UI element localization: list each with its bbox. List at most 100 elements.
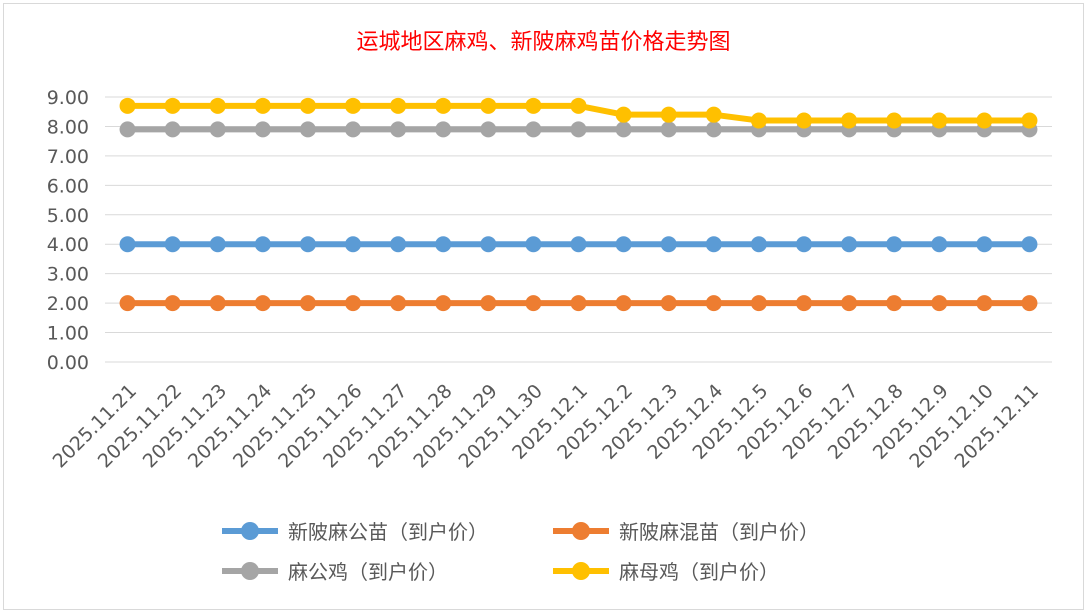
data-point [435, 121, 452, 138]
data-point [750, 112, 767, 129]
y-tick-label: 2.00 [47, 293, 89, 315]
legend-swatch [553, 561, 609, 580]
data-point [886, 236, 903, 253]
legend-label: 新陂麻混苗（到户价） [619, 520, 819, 544]
data-point [299, 97, 316, 114]
data-point [525, 236, 542, 253]
data-point [660, 236, 677, 253]
data-point [209, 295, 226, 312]
data-point [435, 97, 452, 114]
data-point [299, 295, 316, 312]
data-point [164, 295, 181, 312]
data-point [480, 121, 497, 138]
data-point [570, 121, 587, 138]
data-point [525, 97, 542, 114]
data-point [615, 106, 632, 123]
data-point [931, 112, 948, 129]
data-point [615, 121, 632, 138]
legend-item: 麻公鸡（到户价） [222, 556, 448, 585]
legend-label: 新陂麻公苗（到户价） [288, 520, 488, 544]
data-point [525, 295, 542, 312]
y-tick-label: 9.00 [47, 87, 89, 109]
y-tick-label: 5.00 [47, 205, 89, 227]
data-point [660, 106, 677, 123]
data-point [119, 295, 136, 312]
data-point [480, 295, 497, 312]
data-point [345, 121, 362, 138]
data-point [795, 112, 812, 129]
chart-title: 运城地区麻鸡、新陂麻鸡苗价格走势图 [356, 30, 731, 55]
data-point [570, 295, 587, 312]
y-tick-label: 4.00 [47, 234, 89, 256]
data-point [1021, 112, 1038, 129]
legend-label: 麻公鸡（到户价） [288, 560, 448, 584]
data-point [119, 97, 136, 114]
data-point [976, 112, 993, 129]
data-point [976, 236, 993, 253]
data-point [435, 295, 452, 312]
legend-label: 麻母鸡（到户价） [619, 560, 779, 584]
data-point [931, 295, 948, 312]
data-point [254, 97, 271, 114]
y-tick-label: 8.00 [47, 116, 89, 138]
data-point [119, 236, 136, 253]
data-point [345, 236, 362, 253]
data-point [119, 121, 136, 138]
legend-swatch [553, 521, 609, 540]
data-point [480, 97, 497, 114]
data-point [750, 295, 767, 312]
data-point [390, 236, 407, 253]
data-point [209, 97, 226, 114]
y-tick-label: 0.00 [47, 352, 89, 374]
data-point [795, 295, 812, 312]
data-point [750, 236, 767, 253]
data-point [615, 295, 632, 312]
y-tick-label: 7.00 [47, 146, 89, 168]
data-point [390, 295, 407, 312]
data-point [345, 295, 362, 312]
data-point [705, 295, 722, 312]
data-point [254, 121, 271, 138]
data-point [886, 295, 903, 312]
data-point [660, 121, 677, 138]
data-point [209, 121, 226, 138]
data-point [435, 236, 452, 253]
data-point [1021, 236, 1038, 253]
y-tick-label: 3.00 [47, 264, 89, 286]
data-point [1021, 295, 1038, 312]
legend-item: 新陂麻混苗（到户价） [553, 516, 819, 545]
data-point [525, 121, 542, 138]
legend-swatch [222, 521, 278, 540]
data-point [570, 236, 587, 253]
data-point [795, 236, 812, 253]
data-point [390, 97, 407, 114]
data-point [390, 121, 407, 138]
data-point [660, 295, 677, 312]
data-point [345, 97, 362, 114]
data-point [931, 236, 948, 253]
data-point [570, 97, 587, 114]
legend-item: 麻母鸡（到户价） [553, 556, 779, 585]
data-point [976, 295, 993, 312]
legend-item: 新陂麻公苗（到户价） [222, 516, 488, 545]
data-point [299, 236, 316, 253]
data-point [841, 112, 858, 129]
y-tick-label: 6.00 [47, 175, 89, 197]
data-point [841, 295, 858, 312]
data-point [254, 236, 271, 253]
data-point [209, 236, 226, 253]
data-point [886, 112, 903, 129]
data-point [480, 236, 497, 253]
data-point [705, 121, 722, 138]
data-point [705, 236, 722, 253]
data-point [299, 121, 316, 138]
data-point [164, 236, 181, 253]
legend-swatch [222, 561, 278, 580]
data-point [615, 236, 632, 253]
data-point [254, 295, 271, 312]
data-point [164, 97, 181, 114]
data-point [164, 121, 181, 138]
y-tick-label: 1.00 [47, 323, 89, 345]
data-point [705, 106, 722, 123]
